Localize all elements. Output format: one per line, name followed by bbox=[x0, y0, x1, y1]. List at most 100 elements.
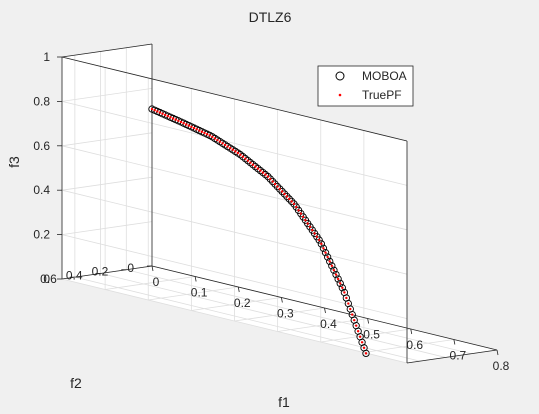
truepf-point bbox=[187, 124, 191, 127]
truepf-point bbox=[218, 140, 222, 143]
x-tick-mark bbox=[410, 328, 413, 335]
gridline bbox=[126, 269, 472, 355]
x-tick-label: 0.5 bbox=[363, 328, 380, 342]
truepf-point bbox=[358, 335, 362, 338]
truepf-point bbox=[351, 313, 354, 316]
truepf-point bbox=[179, 120, 183, 124]
axis-edge bbox=[61, 265, 153, 280]
moboa-point bbox=[315, 236, 323, 244]
legend: MOBOA TruePF bbox=[317, 65, 414, 107]
truepf-point bbox=[285, 195, 289, 198]
z-tick-label: 1 bbox=[43, 50, 50, 64]
truepf-point bbox=[362, 346, 366, 350]
gridline bbox=[320, 328, 411, 343]
truepf-point bbox=[269, 177, 272, 181]
truepf-point bbox=[292, 202, 296, 206]
x-tick-mark bbox=[453, 339, 456, 345]
truepf-point bbox=[249, 161, 252, 164]
truepf-point bbox=[182, 121, 185, 125]
truepf-point bbox=[156, 110, 159, 113]
truepf-point bbox=[295, 205, 298, 209]
truepf-point bbox=[324, 251, 327, 254]
truepf-point bbox=[256, 167, 260, 170]
moboa-point bbox=[259, 168, 267, 177]
y-tick-label: 0.6 bbox=[40, 272, 57, 286]
legend-label-truepf: TruePF bbox=[362, 88, 402, 102]
ticks: 00.10.20.30.40.50.60.70.800.20.40.600.20… bbox=[33, 50, 509, 373]
truepf-point bbox=[251, 163, 255, 166]
data-points bbox=[148, 105, 370, 358]
x-tick-label: 0.1 bbox=[191, 286, 208, 300]
gridline bbox=[61, 221, 153, 235]
moboa-point bbox=[334, 275, 342, 283]
moboa-point bbox=[278, 187, 286, 196]
y-axis-label: f2 bbox=[70, 375, 82, 391]
moboa-point bbox=[249, 160, 257, 169]
moboa-point bbox=[317, 240, 325, 248]
x-tick-mark bbox=[237, 286, 240, 293]
moboa-point bbox=[246, 159, 255, 167]
truepf-point bbox=[226, 145, 229, 148]
truepf-point bbox=[278, 187, 281, 191]
truepf-point bbox=[190, 125, 193, 129]
moboa-point bbox=[254, 164, 262, 173]
moboa-point bbox=[273, 182, 282, 191]
gridline bbox=[74, 276, 420, 362]
moboa-point bbox=[264, 172, 272, 181]
z-tick-label: 0.2 bbox=[33, 228, 50, 242]
truepf-point bbox=[254, 165, 257, 168]
truepf-point bbox=[336, 277, 340, 281]
truepf-point bbox=[203, 131, 206, 135]
x-tick-label: 0.7 bbox=[450, 349, 467, 363]
truepf-point bbox=[259, 169, 262, 172]
truepf-point bbox=[239, 153, 242, 156]
truepf-point bbox=[261, 171, 265, 174]
moboa-point bbox=[266, 175, 274, 183]
moboa-point bbox=[244, 157, 252, 165]
gridline bbox=[61, 278, 408, 364]
gridline bbox=[191, 297, 282, 311]
truepf-point bbox=[208, 134, 211, 137]
moboa-point bbox=[251, 162, 260, 171]
truepf-point bbox=[174, 118, 177, 121]
legend-marker-truepf bbox=[338, 93, 342, 97]
gridline bbox=[234, 307, 325, 322]
truepf-point bbox=[205, 132, 209, 136]
z-tick-label: 0.8 bbox=[33, 94, 50, 108]
gridline bbox=[61, 132, 153, 147]
truepf-point bbox=[236, 151, 240, 155]
truepf-point bbox=[231, 148, 234, 151]
moboa-point bbox=[362, 349, 370, 358]
truepf-point bbox=[339, 282, 342, 285]
truepf-point bbox=[276, 185, 279, 188]
y-tick-label: 0.2 bbox=[92, 265, 109, 279]
moboa-point bbox=[323, 253, 332, 261]
truepf-point bbox=[280, 190, 284, 193]
truepf-point bbox=[297, 209, 300, 212]
truepf-point bbox=[271, 180, 274, 183]
truepf-point bbox=[315, 235, 319, 238]
truepf-point bbox=[299, 212, 303, 215]
gridline bbox=[61, 88, 153, 102]
truepf-point bbox=[343, 291, 346, 294]
gridline bbox=[148, 286, 239, 301]
truepf-point bbox=[177, 119, 180, 122]
truepf-point bbox=[266, 175, 270, 178]
moboa-point bbox=[330, 266, 338, 274]
gridline bbox=[61, 145, 408, 231]
truepf-point bbox=[166, 114, 170, 118]
moboa-point bbox=[336, 279, 344, 288]
truepf-point bbox=[332, 269, 336, 272]
truepf-point bbox=[273, 182, 277, 186]
truepf-point bbox=[345, 296, 348, 300]
gridline bbox=[105, 276, 196, 290]
truepf-point bbox=[169, 116, 172, 119]
x-tick-label: 0.4 bbox=[320, 317, 337, 331]
x-tick-label: 0.2 bbox=[234, 296, 251, 310]
truepf-point bbox=[195, 128, 198, 131]
truepf-point bbox=[326, 255, 329, 259]
legend-marker-moboa bbox=[335, 71, 345, 81]
truepf-point bbox=[150, 107, 154, 111]
truepf-point bbox=[353, 318, 356, 322]
truepf-point bbox=[223, 143, 227, 147]
